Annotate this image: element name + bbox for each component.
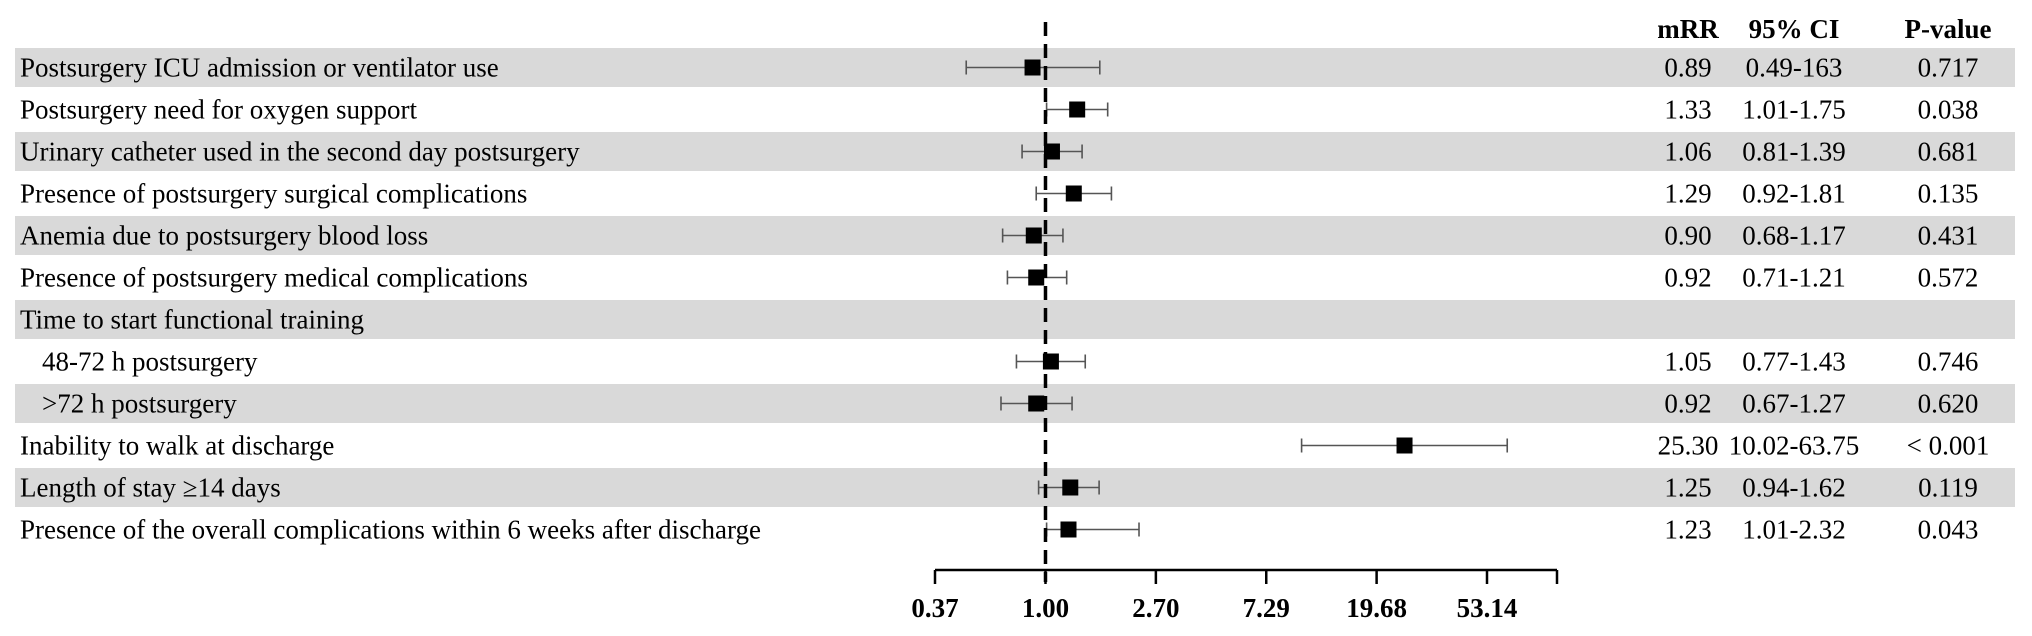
estimate-point <box>1062 479 1079 496</box>
x-tick-label: 19.68 <box>1346 593 1407 623</box>
p-value: 0.135 <box>1918 179 1979 209</box>
p-value: 0.746 <box>1918 347 1979 377</box>
row-label: Urinary catheter used in the second day … <box>20 137 580 167</box>
x-tick-label: 53.14 <box>1457 593 1518 623</box>
mrr-value: 25.30 <box>1658 431 1719 461</box>
row-band <box>15 132 2015 171</box>
row-label: >72 h postsurgery <box>42 389 237 419</box>
row-band <box>15 300 2015 339</box>
p-value: 0.717 <box>1918 53 1979 83</box>
row-label: Presence of postsurgery surgical complic… <box>20 179 527 209</box>
stat-columns: 0.89 0.49-163 0.717 1.33 1.01-1.75 0.038 1.06 0… <box>1658 53 1990 545</box>
x-tick-label: 0.37 <box>911 593 958 623</box>
row-label: Postsurgery ICU admission or ventilator … <box>20 53 499 83</box>
column-header-2: P-value <box>1905 14 1992 44</box>
column-headers: mRR 95% CI P-value <box>1657 14 1991 44</box>
row-label: Length of stay ≥14 days <box>20 473 281 503</box>
mrr-value: 0.92 <box>1664 263 1711 293</box>
x-tick-label: 2.70 <box>1132 593 1179 623</box>
x-tick-label: 7.29 <box>1243 593 1290 623</box>
estimate-point <box>1025 227 1042 244</box>
p-value: 0.043 <box>1918 515 1979 545</box>
p-value: 0.572 <box>1918 263 1979 293</box>
column-header-1: 95% CI <box>1749 14 1840 44</box>
estimate-point <box>1028 395 1045 412</box>
mrr-value: 1.05 <box>1664 347 1711 377</box>
ci-value: 10.02-63.75 <box>1729 431 1860 461</box>
row-label: Presence of the overall complications wi… <box>20 515 761 545</box>
estimate-point <box>1065 185 1082 202</box>
row-label: Time to start functional training <box>20 305 364 335</box>
p-value: < 0.001 <box>1907 431 1990 461</box>
p-value: 0.681 <box>1918 137 1979 167</box>
x-axis: 0.37 1.00 2.70 7.29 19.68 53.14 <box>911 568 1559 623</box>
mrr-value: 1.23 <box>1664 515 1711 545</box>
estimate-point <box>1043 143 1060 160</box>
mrr-value: 1.29 <box>1664 179 1711 209</box>
estimate-point <box>1024 59 1041 76</box>
column-header-0: mRR <box>1657 14 1719 44</box>
ci-value: 0.71-1.21 <box>1742 263 1846 293</box>
row-label: Inability to walk at discharge <box>20 431 334 461</box>
row-label: Postsurgery need for oxygen support <box>20 95 417 125</box>
estimate-marks <box>965 59 1509 538</box>
p-value: 0.038 <box>1918 95 1979 125</box>
ci-value: 1.01-1.75 <box>1742 95 1846 125</box>
ci-value: 0.92-1.81 <box>1742 179 1846 209</box>
mrr-value: 1.25 <box>1664 473 1711 503</box>
row-label: 48-72 h postsurgery <box>42 347 258 377</box>
mrr-value: 0.90 <box>1664 221 1711 251</box>
ci-value: 0.67-1.27 <box>1742 389 1846 419</box>
estimate-point <box>1028 269 1045 286</box>
ci-value: 0.68-1.17 <box>1742 221 1846 251</box>
ci-value: 0.49-163 <box>1746 53 1843 83</box>
ci-value: 0.81-1.39 <box>1742 137 1846 167</box>
mrr-value: 0.92 <box>1664 389 1711 419</box>
ci-value: 0.77-1.43 <box>1742 347 1846 377</box>
mrr-value: 1.33 <box>1664 95 1711 125</box>
mrr-value: 0.89 <box>1664 53 1711 83</box>
estimate-point <box>1060 521 1077 538</box>
row-label: Presence of postsurgery medical complica… <box>20 263 528 293</box>
p-value: 0.119 <box>1918 473 1978 503</box>
ci-value: 1.01-2.32 <box>1742 515 1846 545</box>
x-tick-label: 1.00 <box>1022 593 1069 623</box>
estimate-point <box>1069 101 1086 118</box>
estimate-point <box>1396 437 1413 454</box>
p-value: 0.431 <box>1918 221 1979 251</box>
row-band <box>15 468 2015 507</box>
p-value: 0.620 <box>1918 389 1979 419</box>
mrr-value: 1.06 <box>1664 137 1711 167</box>
row-labels: Postsurgery ICU admission or ventilator … <box>20 53 761 545</box>
ci-value: 0.94-1.62 <box>1742 473 1846 503</box>
row-label: Anemia due to postsurgery blood loss <box>20 221 428 251</box>
